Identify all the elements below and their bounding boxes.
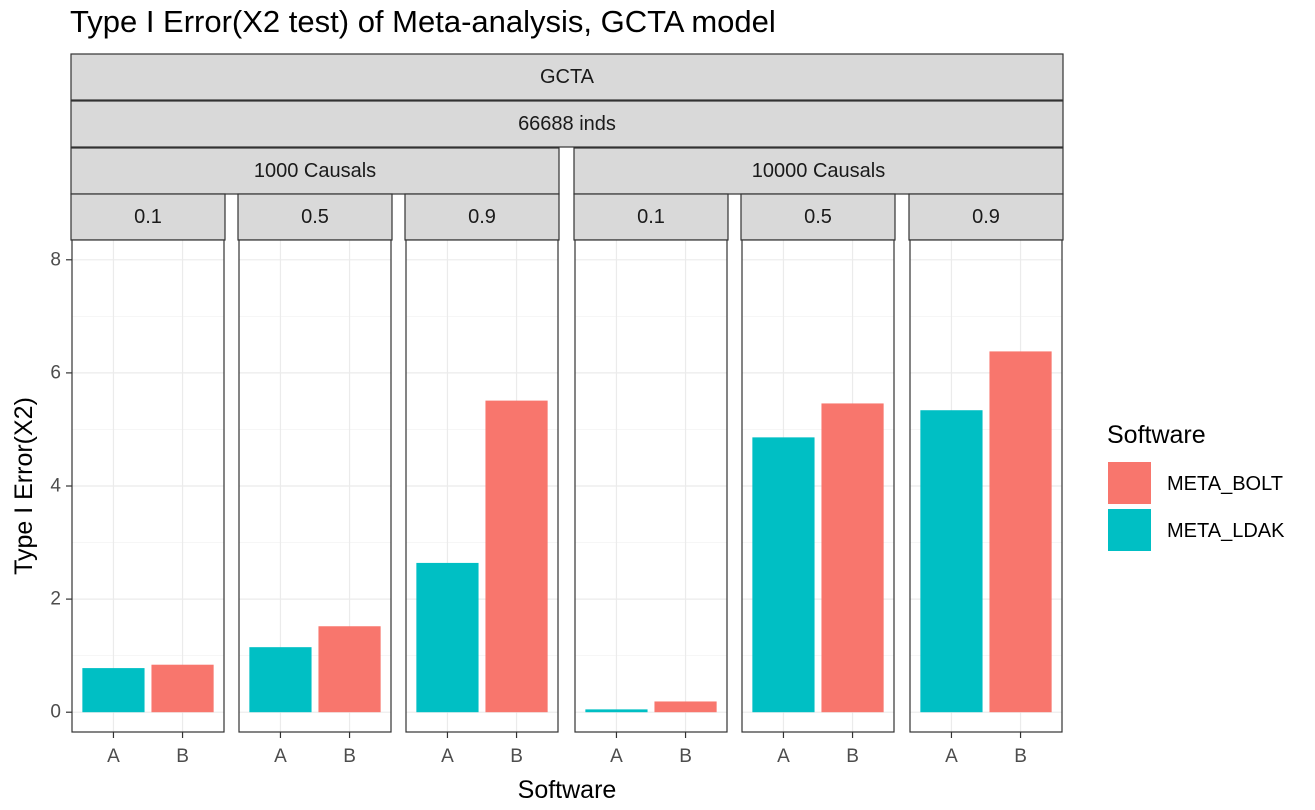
- bar: [821, 403, 884, 713]
- y-tick-label: 2: [50, 589, 61, 610]
- strip-h2-label: 0.1: [637, 206, 665, 228]
- x-tick-label: A: [610, 746, 623, 767]
- strip-individuals-rect: [70, 100, 1064, 148]
- x-tick-label: A: [777, 746, 790, 767]
- facet-panel: 0.5 A B: [237, 193, 393, 767]
- strip-h2-rect: [908, 193, 1064, 241]
- legend: Software META_BOLT META_LDAK: [1107, 421, 1285, 551]
- legend-key: [1108, 462, 1151, 504]
- strip-individuals: 66688 inds: [518, 113, 616, 135]
- strip-model: GCTA: [540, 66, 595, 88]
- strip-h2-label: 0.9: [972, 206, 1000, 228]
- bar: [249, 647, 312, 713]
- y-tick-label: 8: [50, 249, 61, 270]
- bar: [752, 437, 815, 713]
- legend-key: [1108, 509, 1151, 551]
- strip-causals-label: 1000 Causals: [254, 160, 376, 182]
- facet-panel: 0.9 A B: [908, 193, 1064, 767]
- strip-causals-rect: [573, 147, 1064, 195]
- x-tick-label: A: [107, 746, 120, 767]
- strip-causals-rect: [70, 147, 560, 195]
- strip-causals-label: 10000 Causals: [752, 160, 885, 182]
- strip-model-rect: [70, 53, 1064, 101]
- panel-border: [741, 239, 895, 733]
- panels-group: 1000 Causals 10000 Causals 0.1 A B 0.5 A B 0.9 A B…: [70, 147, 1064, 767]
- facet-panel: 0.9 A B: [404, 193, 560, 767]
- panel-border: [405, 239, 559, 733]
- bar: [82, 668, 145, 713]
- bar: [318, 626, 381, 713]
- x-tick-label: A: [945, 746, 958, 767]
- strip-h2-rect: [237, 193, 393, 241]
- y-axis: 0 2 4 6 8: [50, 249, 72, 723]
- x-tick-label: B: [846, 746, 859, 767]
- legend-label: META_BOLT: [1167, 473, 1283, 495]
- bar: [989, 351, 1052, 713]
- panel-border: [574, 239, 728, 733]
- y-tick-label: 6: [50, 362, 61, 383]
- strip-h2-label: 0.5: [804, 206, 832, 228]
- strip-h2-label: 0.1: [134, 206, 162, 228]
- y-axis-title: Type I Error(X2): [10, 397, 38, 575]
- panel-border: [909, 239, 1063, 733]
- bar: [485, 400, 548, 713]
- legend-title: Software: [1107, 421, 1206, 449]
- strip-h2-label: 0.5: [301, 206, 329, 228]
- x-tick-label: B: [679, 746, 692, 767]
- bar: [585, 709, 648, 713]
- x-tick-label: B: [343, 746, 356, 767]
- facet-panel: 0.1 A B: [573, 193, 729, 767]
- bar: [416, 562, 479, 713]
- x-tick-label: A: [274, 746, 287, 767]
- legend-label: META_LDAK: [1167, 520, 1285, 542]
- x-tick-label: B: [510, 746, 523, 767]
- bar: [654, 701, 717, 713]
- strip-h2-rect: [740, 193, 896, 241]
- y-tick-label: 4: [50, 476, 61, 497]
- facet-panel: 0.1 A B: [70, 193, 226, 767]
- panel-border: [238, 239, 392, 733]
- y-tick-label: 0: [50, 702, 61, 723]
- x-tick-label: A: [441, 746, 454, 767]
- x-tick-label: B: [176, 746, 189, 767]
- bar: [151, 664, 214, 713]
- facet-panel: 0.5 A B: [740, 193, 896, 767]
- x-tick-label: B: [1014, 746, 1027, 767]
- x-axis-title: Software: [518, 776, 617, 804]
- strip-h2-label: 0.9: [468, 206, 496, 228]
- bar: [920, 410, 983, 713]
- chart-title: Type I Error(X2 test) of Meta-analysis, …: [70, 4, 776, 39]
- strip-h2-rect: [573, 193, 729, 241]
